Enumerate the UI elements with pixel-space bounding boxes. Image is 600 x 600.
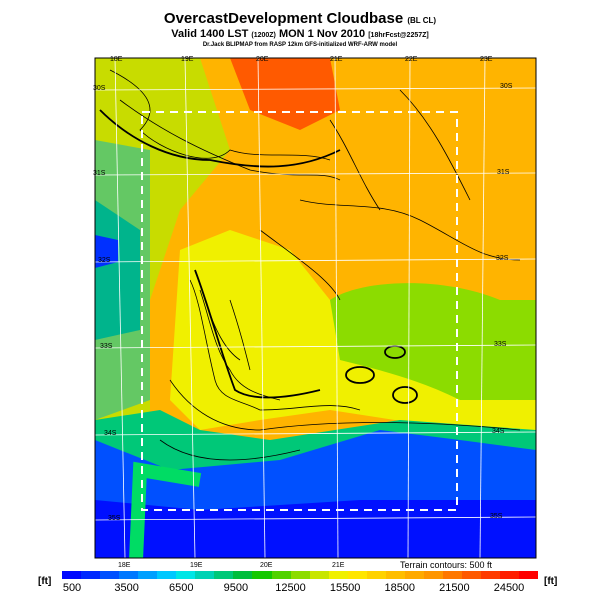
colorbar-tick-label: 21500 xyxy=(439,582,470,594)
map-frame xyxy=(94,57,537,559)
lat-left-30: 30S xyxy=(93,85,106,92)
colorbar-swatch xyxy=(366,571,386,579)
colorbar-tick-label: 500 xyxy=(62,582,82,594)
colorbar-swatch xyxy=(252,571,272,579)
colorbar-swatch xyxy=(290,571,310,579)
terrain-contours-bold xyxy=(99,109,418,404)
colorbar-swatch xyxy=(309,571,329,579)
terrain-contours xyxy=(109,69,521,461)
lon-bottom-19: 19E xyxy=(190,562,203,569)
colorbar-swatch xyxy=(271,571,291,579)
colorbar-swatch xyxy=(119,571,139,579)
colorbar-swatch xyxy=(347,571,367,579)
lon-top-22: 22E xyxy=(405,56,418,63)
colorbar-swatch xyxy=(500,571,520,579)
colorbar-swatch xyxy=(481,571,501,579)
terrain-contour-note: Terrain contours: 500 ft xyxy=(400,560,493,570)
lat-left-35: 35S xyxy=(108,515,121,522)
colorbar-swatch xyxy=(423,571,443,579)
lon-top-21: 21E xyxy=(330,56,343,63)
lat-right-32: 32S xyxy=(496,255,509,262)
colorbar-swatch xyxy=(176,571,196,579)
colorbar-unit-left: [ft] xyxy=(38,576,52,587)
lon-top-18: 18E xyxy=(110,56,123,63)
lon-bottom-20: 20E xyxy=(260,562,273,569)
colorbar-swatch xyxy=(100,571,120,579)
colorbar-swatch xyxy=(385,571,405,579)
colorbar-swatch xyxy=(404,571,424,579)
lon-bottom-18: 18E xyxy=(118,562,131,569)
colorbar-tick-label: 6500 xyxy=(169,582,194,594)
lat-left-34: 34S xyxy=(104,430,117,437)
graticule xyxy=(95,58,536,558)
map-title: OvercastDevelopment Cloudbase (BL CL) xyxy=(163,10,437,27)
colorbar-swatch xyxy=(157,571,177,579)
lat-right-34: 34S xyxy=(492,428,505,435)
colorbar-swatch xyxy=(81,571,101,579)
colorbar-swatch xyxy=(62,571,82,579)
field-west-blue xyxy=(95,235,118,268)
colorbar-tick-label: 24500 xyxy=(493,582,525,594)
inner-domain-boundary xyxy=(141,111,458,511)
valid-time: Valid 1400 LST (1200Z) MON 1 Nov 2010 [1… xyxy=(171,28,429,40)
field-ocean-deep xyxy=(95,500,536,558)
field-cape-peninsula xyxy=(129,461,202,558)
field-west-teal xyxy=(95,200,140,340)
colorbar-swatch xyxy=(195,571,215,579)
lon-top-23: 23E xyxy=(480,56,493,63)
lat-left-31: 31S xyxy=(93,170,106,177)
colorbar-tick-label: 15500 xyxy=(329,582,361,594)
colorbar-swatch xyxy=(233,571,253,579)
colorbar-tick-label: 12500 xyxy=(275,582,306,594)
colorbar-tick-label: 9500 xyxy=(223,582,249,594)
lat-right-35: 35S xyxy=(490,513,503,520)
colorbar-unit-right: [ft] xyxy=(544,576,558,587)
colorbar-swatch xyxy=(214,571,234,579)
lon-bottom-21: 21E xyxy=(332,562,345,569)
colorbar-swatch xyxy=(328,571,348,579)
colorbar-swatch xyxy=(442,571,462,579)
colorbar-swatch xyxy=(519,571,539,579)
lon-top-19: 19E xyxy=(181,56,194,63)
colorbar-tick-label: 18500 xyxy=(384,582,416,594)
lat-left-32: 32S xyxy=(98,257,111,264)
lat-right-30: 30S xyxy=(500,83,513,90)
lat-right-31: 31S xyxy=(497,169,510,176)
lon-top-20: 20E xyxy=(256,56,269,63)
lat-right-33: 33S xyxy=(494,341,507,348)
colorbar-swatch xyxy=(138,571,158,579)
model-credit: Dr.Jack BLIPMAP from RASP 12km GFS-initi… xyxy=(202,42,398,48)
colorbar-tick-label: 3500 xyxy=(114,582,139,594)
lat-left-33: 33S xyxy=(100,343,113,350)
field-east-green xyxy=(330,283,536,400)
colorbar-swatch xyxy=(461,571,482,579)
colorbar xyxy=(62,571,539,579)
